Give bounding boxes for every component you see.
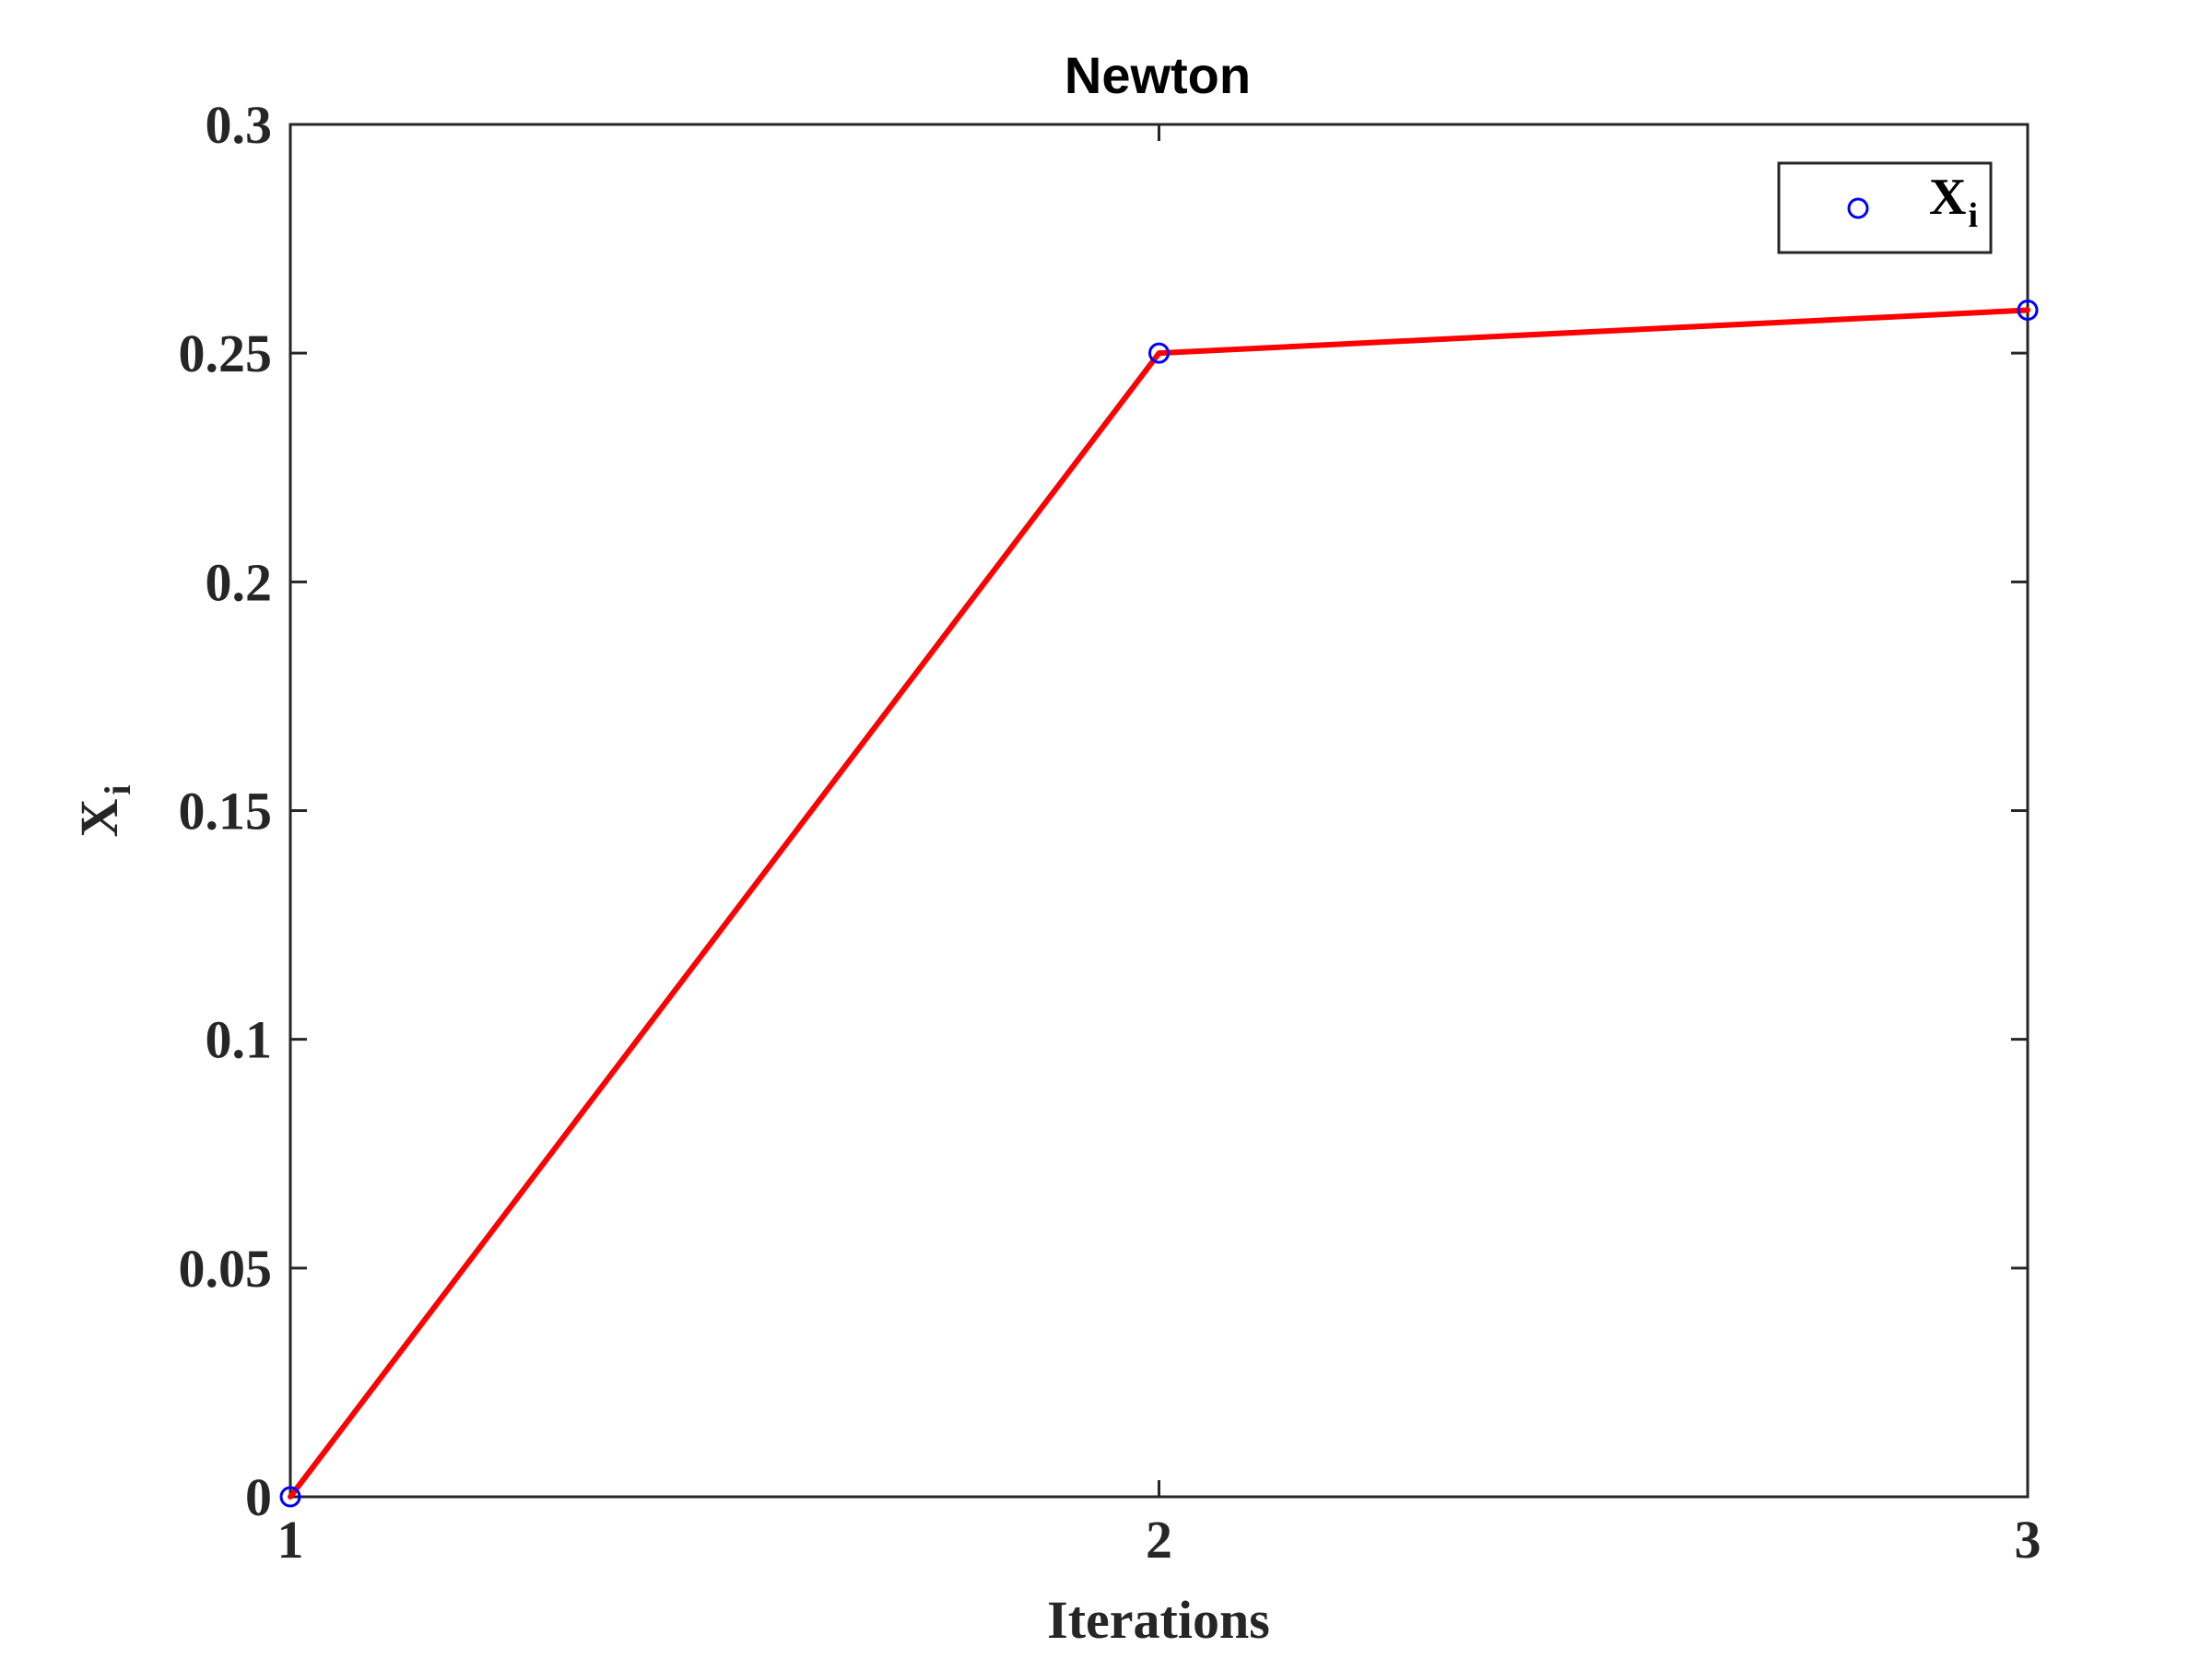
y-tick-label: 0 xyxy=(245,1467,272,1527)
axes-box xyxy=(288,123,2030,1499)
legend-marker xyxy=(1847,197,1869,219)
y-tick-label: 0.15 xyxy=(179,782,273,841)
y-tick-label: 0.1 xyxy=(206,1010,273,1070)
x-tick-labels: 1 2 3 xyxy=(277,1510,2041,1570)
legend: Xi xyxy=(1777,161,1993,254)
legend-label-main: X xyxy=(1929,169,1966,226)
y-axis-label: Xi xyxy=(69,784,138,837)
x-axis-label: Iterations xyxy=(1047,1590,1270,1650)
x-tick-label: 1 xyxy=(277,1510,304,1570)
x-tick-label: 3 xyxy=(2015,1510,2041,1570)
legend-box xyxy=(1777,161,1993,254)
data-point xyxy=(2017,300,2039,322)
x-tick-label: 2 xyxy=(1146,1510,1172,1570)
series-line xyxy=(288,307,2030,1500)
y-tick-label: 0.25 xyxy=(179,324,273,383)
data-point xyxy=(279,1486,301,1508)
chart-title: Newton xyxy=(1065,46,1251,104)
y-tick-labels: 0 0.05 0.1 0.15 0.2 0.25 0.3 xyxy=(179,95,273,1527)
y-tick-label: 0.05 xyxy=(179,1239,273,1299)
y-tick-label: 0.2 xyxy=(206,552,273,612)
legend-label: Xi xyxy=(1929,169,1978,235)
data-point xyxy=(1148,342,1170,364)
y-axis-label-subscript: i xyxy=(97,784,138,794)
series-layer xyxy=(279,300,2039,1508)
y-axis-label-main: X xyxy=(69,799,129,838)
axis-ticks xyxy=(288,123,2030,1499)
y-tick-label: 0.3 xyxy=(206,95,273,155)
legend-label-subscript: i xyxy=(1968,196,1978,235)
plot-area xyxy=(279,123,2039,1508)
